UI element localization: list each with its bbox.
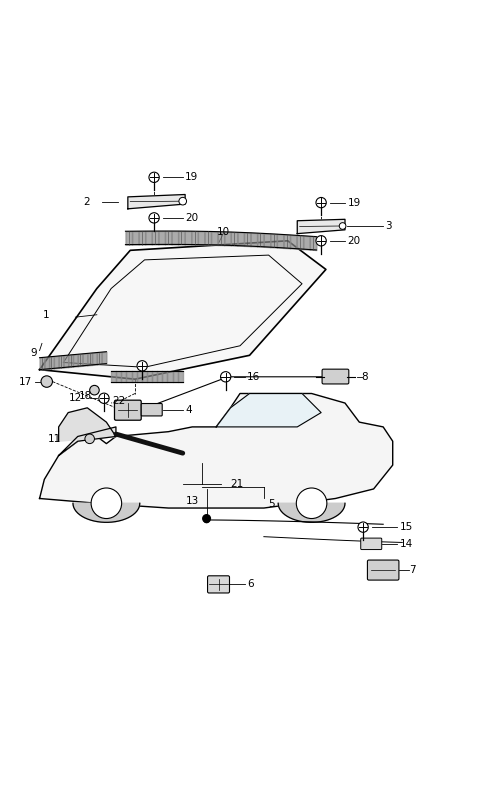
Circle shape	[203, 515, 210, 523]
Circle shape	[220, 371, 231, 382]
Text: 4: 4	[185, 405, 192, 415]
Circle shape	[41, 376, 52, 387]
Circle shape	[149, 212, 159, 223]
Text: 6: 6	[247, 579, 254, 589]
Polygon shape	[59, 427, 116, 456]
Circle shape	[137, 360, 147, 371]
Circle shape	[85, 434, 95, 444]
Text: 20: 20	[185, 212, 198, 223]
Text: 10: 10	[217, 227, 230, 237]
FancyBboxPatch shape	[367, 560, 399, 580]
Polygon shape	[73, 503, 140, 523]
Text: 15: 15	[400, 522, 413, 532]
Text: 5: 5	[269, 499, 275, 509]
FancyBboxPatch shape	[322, 369, 349, 384]
Circle shape	[204, 517, 209, 523]
FancyBboxPatch shape	[115, 400, 141, 420]
FancyBboxPatch shape	[361, 538, 382, 549]
Polygon shape	[278, 503, 345, 523]
Text: 20: 20	[348, 236, 360, 246]
Circle shape	[149, 172, 159, 183]
Circle shape	[316, 198, 326, 208]
Polygon shape	[39, 394, 393, 508]
Polygon shape	[216, 394, 321, 427]
Circle shape	[358, 522, 368, 532]
FancyBboxPatch shape	[207, 576, 229, 593]
Text: 9: 9	[31, 348, 37, 358]
Text: 14: 14	[400, 539, 413, 549]
Circle shape	[99, 394, 109, 404]
Circle shape	[91, 488, 121, 519]
Polygon shape	[39, 241, 326, 379]
Circle shape	[296, 488, 327, 519]
Text: 18: 18	[79, 391, 92, 401]
Text: 8: 8	[362, 371, 368, 382]
Text: 19: 19	[348, 198, 360, 208]
Text: 7: 7	[409, 565, 416, 575]
Text: 17: 17	[19, 376, 33, 386]
FancyBboxPatch shape	[141, 404, 162, 416]
Text: 13: 13	[186, 496, 199, 506]
Text: 11: 11	[48, 434, 61, 444]
Circle shape	[90, 386, 99, 395]
Circle shape	[179, 198, 187, 205]
Text: 1: 1	[43, 310, 49, 320]
Text: 2: 2	[83, 197, 90, 207]
Text: 21: 21	[230, 479, 244, 490]
Text: 22: 22	[112, 396, 125, 406]
Text: 3: 3	[385, 221, 392, 231]
Circle shape	[316, 235, 326, 246]
Circle shape	[339, 223, 346, 229]
Text: 16: 16	[247, 371, 261, 382]
Text: 12: 12	[69, 394, 83, 403]
Text: 19: 19	[185, 172, 198, 183]
Polygon shape	[297, 220, 345, 234]
Polygon shape	[128, 194, 185, 209]
Polygon shape	[59, 408, 116, 442]
